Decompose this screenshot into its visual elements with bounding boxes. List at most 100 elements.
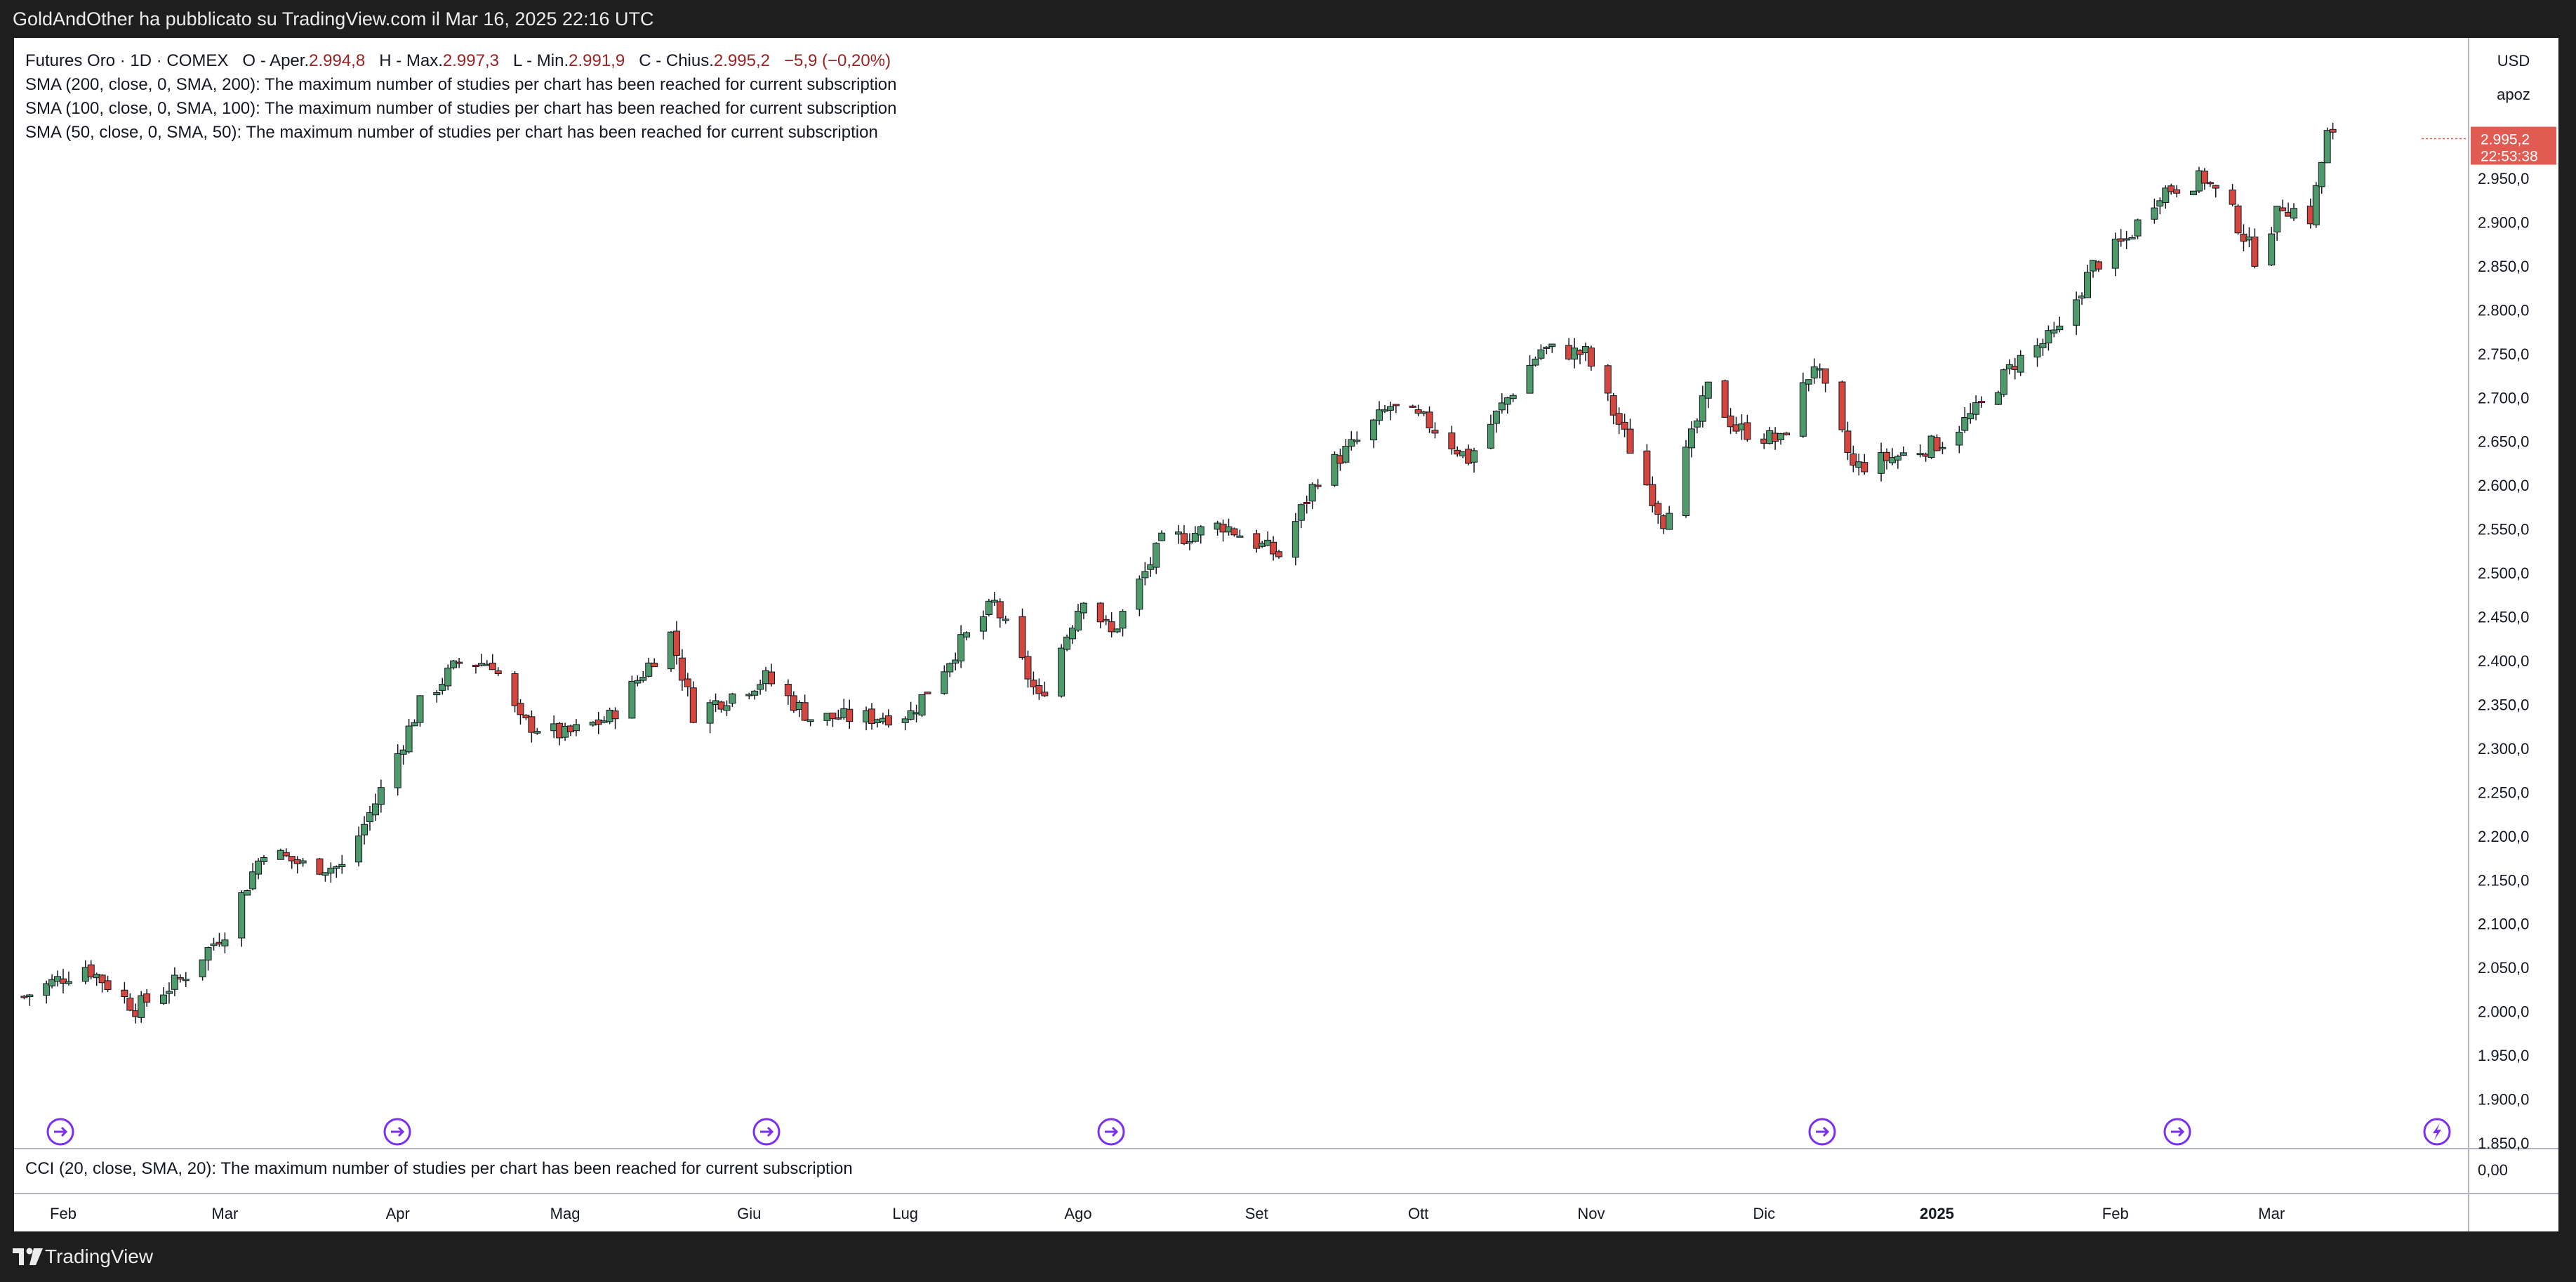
candle[interactable] [361, 816, 369, 845]
dividend-arrow-icon[interactable] [383, 1118, 411, 1146]
candle[interactable] [684, 673, 691, 696]
chart-canvas[interactable]: USD apoz 2.950,0 2.900,0 2.850,0 2.800,0 2.750… [14, 38, 2558, 1231]
candle[interactable] [60, 969, 67, 994]
candle[interactable] [751, 689, 759, 700]
candle[interactable] [2134, 218, 2142, 239]
scale-mode-label[interactable]: apoz [2497, 86, 2530, 103]
candle[interactable] [2073, 291, 2080, 336]
candle[interactable] [2268, 227, 2276, 267]
indicator-legend[interactable]: CCI (20, close, SMA, 20): The maximum nu… [25, 1159, 853, 1178]
candle[interactable] [757, 680, 764, 695]
candle[interactable] [1080, 602, 1087, 619]
candle[interactable] [1236, 529, 1244, 538]
candle[interactable] [456, 658, 463, 668]
candle[interactable] [450, 659, 458, 670]
candle[interactable] [1431, 422, 1439, 439]
candle[interactable] [244, 890, 251, 896]
candle[interactable] [1666, 505, 1673, 530]
candle[interactable] [651, 658, 658, 668]
candlestick-series[interactable] [20, 122, 2337, 1024]
candle[interactable] [65, 971, 72, 986]
candle[interactable] [43, 980, 51, 1004]
candle[interactable] [288, 856, 296, 869]
candle[interactable] [1158, 530, 1166, 542]
candle[interactable] [1353, 431, 1361, 444]
candle[interactable] [1409, 404, 1416, 408]
candle[interactable] [901, 716, 909, 731]
candle[interactable] [2323, 127, 2331, 164]
candle[interactable] [1175, 524, 1182, 544]
candle[interactable] [126, 993, 134, 1012]
candle[interactable] [946, 662, 954, 678]
candle[interactable] [260, 855, 268, 865]
candle[interactable] [1838, 380, 1846, 432]
candle[interactable] [1850, 445, 1857, 473]
candle[interactable] [1348, 431, 1355, 451]
candle[interactable] [411, 719, 418, 727]
candle[interactable] [2273, 206, 2281, 241]
candle[interactable] [829, 713, 837, 727]
candle[interactable] [143, 989, 151, 1007]
candle[interactable] [165, 982, 173, 1004]
candle[interactable] [678, 649, 686, 691]
candle[interactable] [2312, 182, 2320, 228]
candle[interactable] [333, 865, 340, 878]
candle[interactable] [1883, 448, 1891, 470]
candle[interactable] [1967, 403, 1974, 424]
candle[interactable] [377, 779, 385, 813]
candle[interactable] [1002, 616, 1009, 624]
candle[interactable] [957, 625, 965, 668]
candle[interactable] [2206, 181, 2214, 187]
candle[interactable] [918, 694, 926, 718]
candle[interactable] [2128, 234, 2136, 240]
candle[interactable] [533, 727, 541, 735]
candle[interactable] [1799, 372, 1807, 438]
candle[interactable] [444, 664, 452, 691]
candle[interactable] [210, 937, 218, 951]
candle[interactable] [645, 657, 653, 678]
candle[interactable] [416, 695, 424, 727]
candle[interactable] [1141, 562, 1149, 586]
candle[interactable] [1102, 615, 1110, 626]
candle[interactable] [1548, 343, 1556, 353]
candle[interactable] [1136, 575, 1143, 616]
candle[interactable] [1498, 393, 1506, 414]
candle[interactable] [1537, 344, 1545, 361]
candle[interactable] [1626, 418, 1634, 454]
candle[interactable] [1414, 404, 1422, 416]
candle[interactable] [1805, 379, 1812, 392]
study-line-sma100[interactable]: SMA (100, close, 0, SMA, 100): The maxim… [25, 99, 897, 118]
candle[interactable] [2189, 190, 2197, 196]
candle[interactable] [2290, 203, 2297, 221]
candle[interactable] [98, 974, 106, 993]
candle[interactable] [249, 863, 257, 891]
candle[interactable] [1308, 482, 1316, 510]
candle[interactable] [2200, 168, 2208, 190]
candle[interactable] [1609, 392, 1617, 425]
candle[interactable] [472, 664, 479, 674]
candle[interactable] [1604, 364, 1612, 402]
candle[interactable] [835, 709, 842, 720]
candle[interactable] [1058, 644, 1065, 698]
candle[interactable] [1314, 479, 1322, 489]
candle[interactable] [979, 610, 987, 640]
candle[interactable] [1621, 414, 1628, 437]
candle[interactable] [199, 959, 206, 981]
candle[interactable] [768, 663, 776, 687]
candle[interactable] [1197, 525, 1204, 544]
candle[interactable] [316, 857, 324, 875]
candle[interactable] [2017, 350, 2024, 376]
candle[interactable] [371, 793, 379, 821]
candle[interactable] [1153, 542, 1160, 574]
candle[interactable] [1018, 608, 1026, 660]
candle[interactable] [1024, 650, 1032, 688]
candle[interactable] [1777, 432, 1785, 445]
candle[interactable] [1063, 634, 1071, 652]
candle[interactable] [1331, 451, 1339, 487]
candle[interactable] [806, 719, 814, 727]
candle[interactable] [1783, 432, 1791, 436]
candle[interactable] [672, 621, 680, 665]
candle[interactable] [204, 946, 212, 971]
dividend-arrow-icon[interactable] [46, 1118, 74, 1146]
candle[interactable] [1509, 393, 1517, 402]
